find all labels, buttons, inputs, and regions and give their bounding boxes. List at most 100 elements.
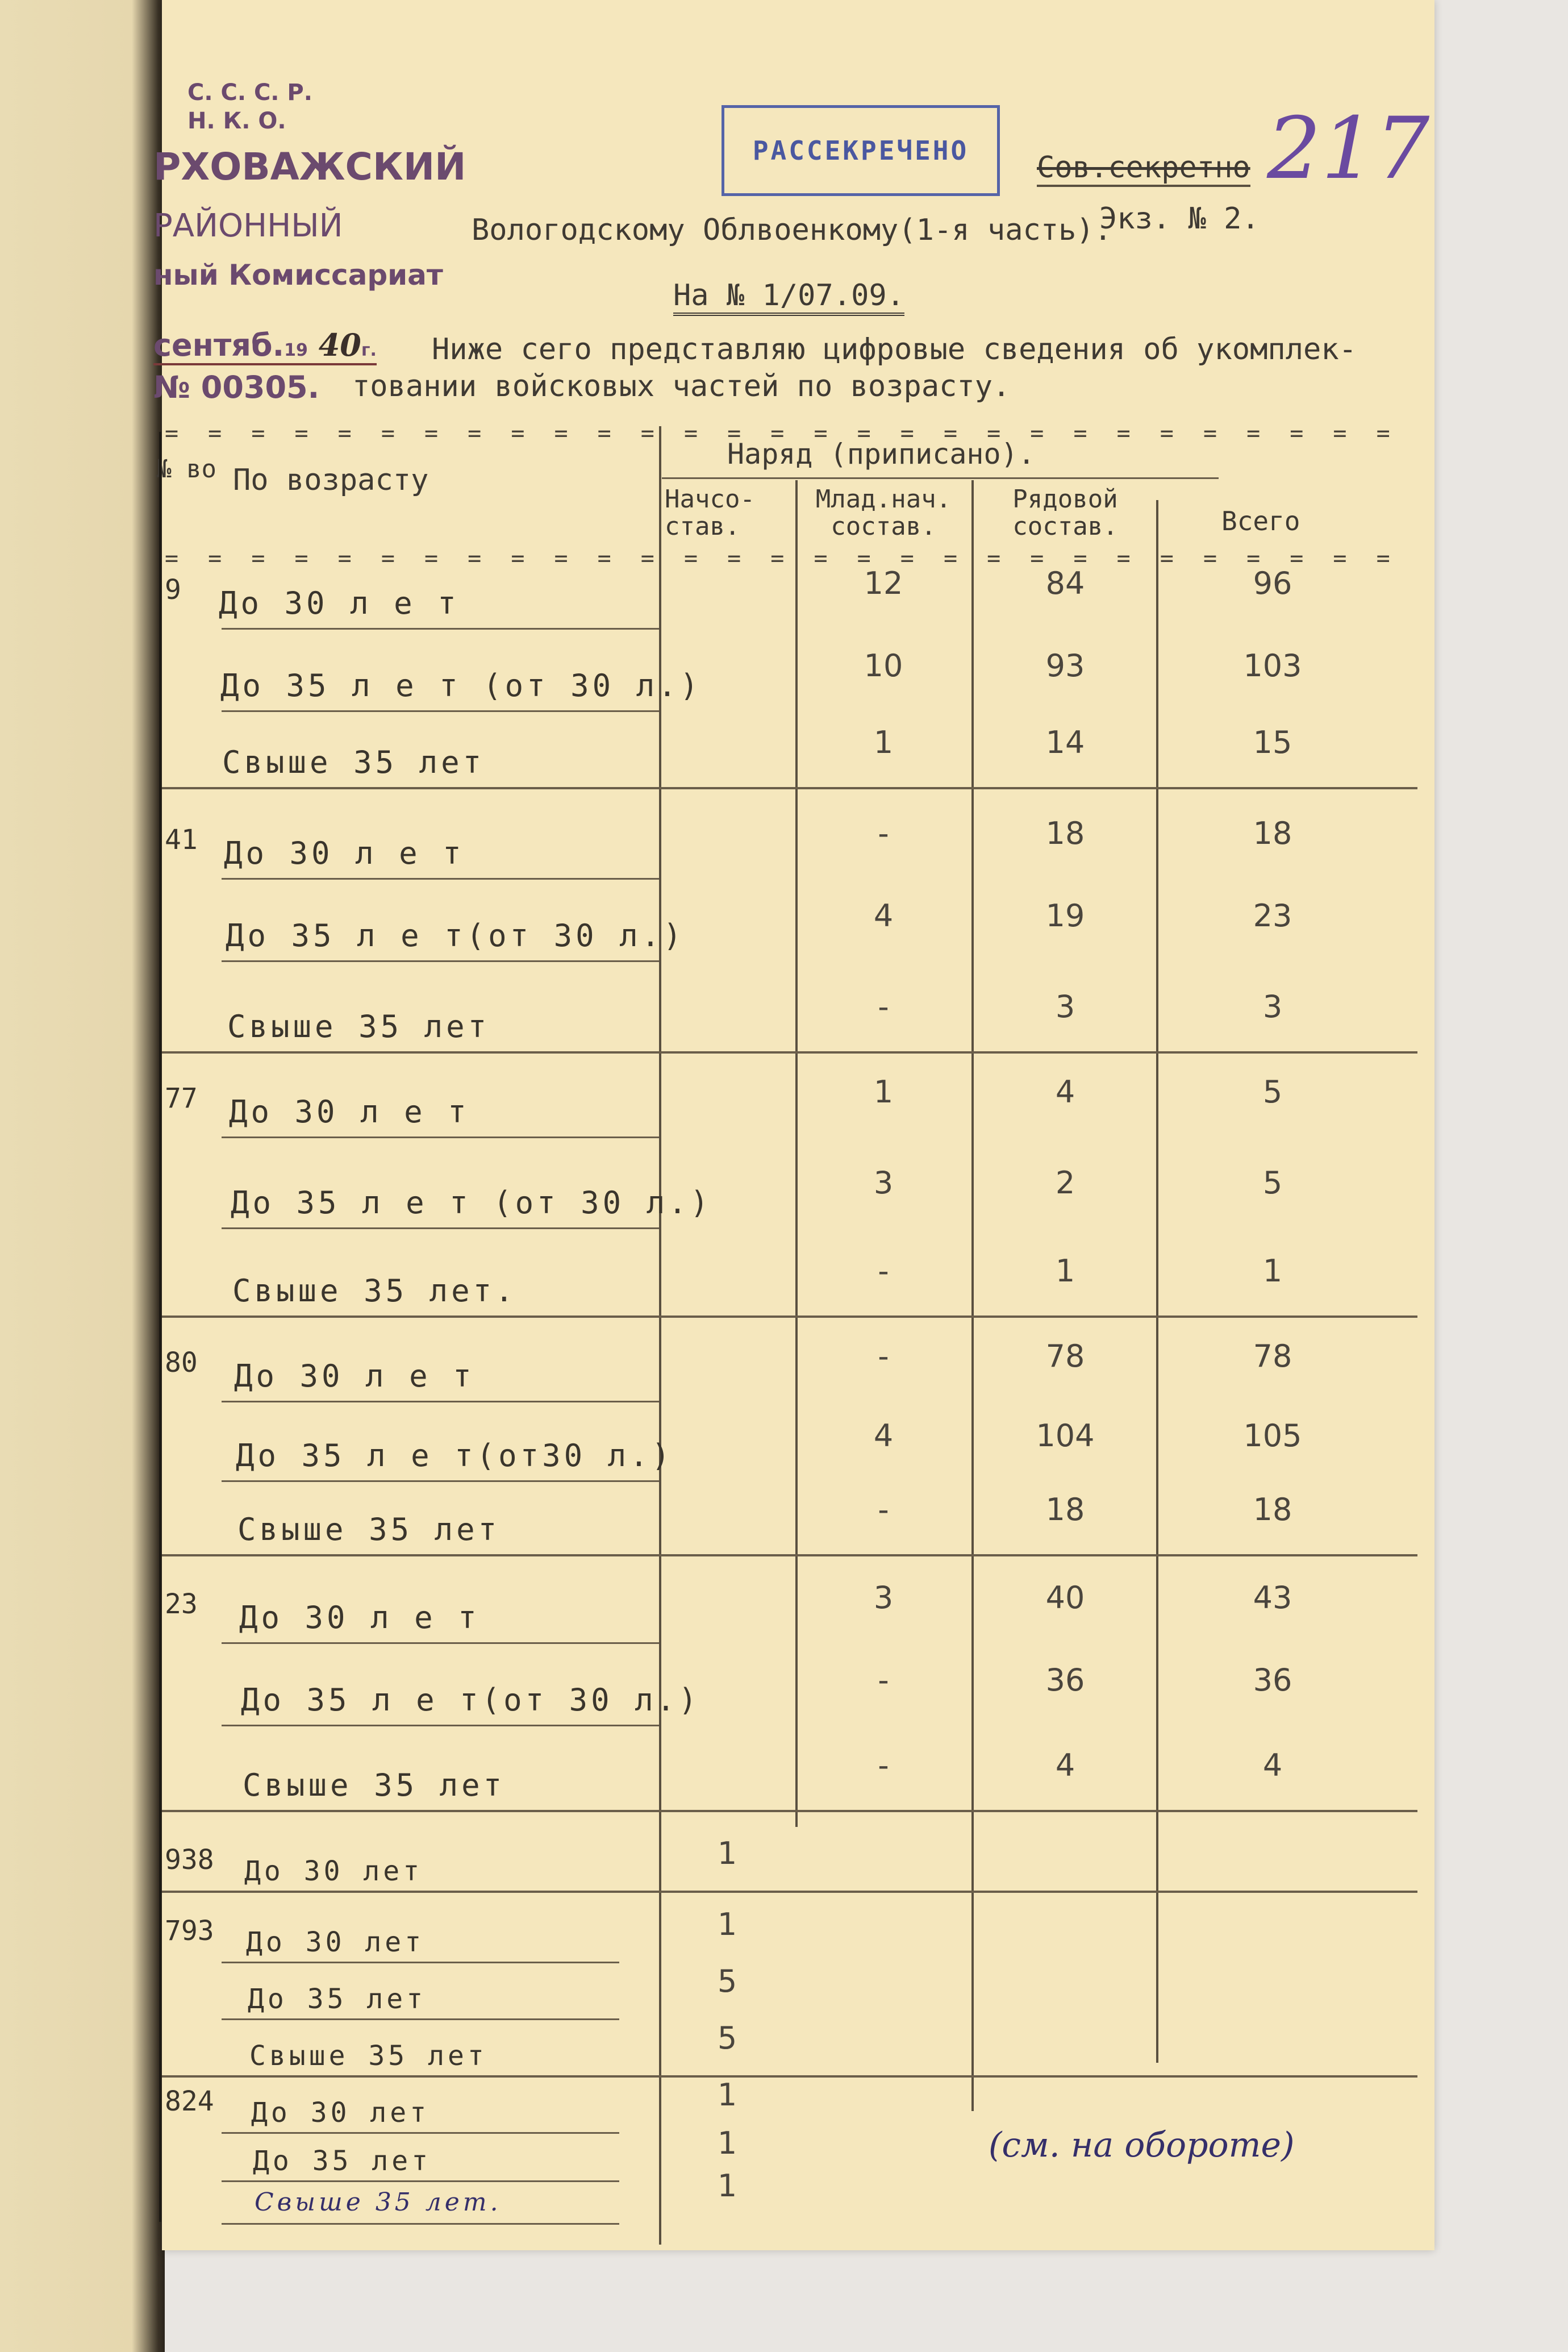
row-underline xyxy=(222,1480,659,1482)
unit-number: 938 xyxy=(165,1844,214,1876)
group-separator xyxy=(162,1810,1417,1812)
stamp-year: 40 xyxy=(318,327,361,363)
row-age-label: До 30 л е т xyxy=(239,1600,480,1635)
cell-mlad: - xyxy=(878,1338,889,1374)
cell-ryad: 18 xyxy=(1045,815,1085,851)
row-underline xyxy=(222,2018,619,2020)
cell-ryad: 4 xyxy=(1055,1074,1075,1110)
cell-total: 23 xyxy=(1253,898,1292,934)
row-age-label: Свыше 35 лет xyxy=(237,1512,501,1547)
cell-total: 43 xyxy=(1253,1580,1292,1616)
header-nach: Начсо-став. xyxy=(665,485,755,541)
reference-number: На № 1/07.09. xyxy=(673,278,904,316)
cell-mlad: 3 xyxy=(873,1165,894,1201)
row-underline xyxy=(222,1962,619,1963)
stamp-line3: РАЙОННЫЙ xyxy=(153,207,343,244)
cell-ryad: 93 xyxy=(1045,648,1085,684)
cell-nach: 1 xyxy=(717,2077,737,2113)
cell-mlad: 12 xyxy=(864,565,903,601)
addressee: Вологодскому Облвоенкому(1-я часть). xyxy=(472,213,1112,247)
row-underline xyxy=(222,2223,619,2225)
cell-mlad: 10 xyxy=(864,648,903,684)
cell-total: 1 xyxy=(1262,1253,1283,1289)
cell-ryad: 2 xyxy=(1055,1165,1075,1201)
row-age-label: Свыше 35 лет xyxy=(249,2040,487,2072)
cell-ryad: 84 xyxy=(1045,565,1085,601)
declassified-stamp: РАССЕКРЕЧЕНО xyxy=(722,105,1000,196)
cell-total: 96 xyxy=(1253,565,1292,601)
row-age-label: До 30 лет xyxy=(251,2097,430,2129)
cell-mlad: - xyxy=(878,1662,889,1698)
row-underline xyxy=(222,878,659,880)
column-divider xyxy=(971,480,974,2111)
cell-total: 103 xyxy=(1243,648,1302,684)
cell-ryad: 78 xyxy=(1045,1338,1085,1374)
row-age-label: До 30 лет xyxy=(244,1855,423,1887)
row-underline xyxy=(222,2180,619,2182)
row-underline xyxy=(222,1227,659,1229)
copy-number: Экз. № 2. xyxy=(1099,202,1260,236)
cell-mlad: - xyxy=(878,1492,889,1527)
stamp-date-month: сентяб. xyxy=(153,327,285,363)
page-edge xyxy=(159,432,161,2222)
header-mlad: Млад.нач. состав. xyxy=(815,485,952,541)
row-underline xyxy=(222,960,659,962)
unit-number: 793 xyxy=(165,1915,214,1947)
group-separator xyxy=(162,1051,1417,1054)
cell-ryad: 18 xyxy=(1045,1492,1085,1527)
row-age-label: До 30 л е т xyxy=(219,585,460,621)
cell-mlad: - xyxy=(878,1253,889,1289)
cell-ryad: 36 xyxy=(1045,1662,1085,1698)
stamp-year-suffix: г. xyxy=(361,340,377,360)
stamp-year-prefix: 19 xyxy=(284,340,308,360)
cell-mlad: 1 xyxy=(873,1074,894,1110)
cell-nach: 5 xyxy=(717,1963,737,1999)
row-age-label: До 35 л е т (от 30 л.) xyxy=(231,1185,712,1221)
cell-total: 78 xyxy=(1253,1338,1292,1374)
cell-mlad: 3 xyxy=(873,1580,894,1616)
stamp-country: С. С. С. Р. xyxy=(187,80,312,106)
cell-total: 4 xyxy=(1262,1747,1283,1783)
left-facing-page xyxy=(0,0,165,2352)
issuer-stamp: С. С. С. Р. Н. К. О. РХОВАЖСКИЙ РАЙОННЫЙ… xyxy=(153,80,466,405)
unit-number: 824 xyxy=(165,2085,214,2117)
cell-ryad: 104 xyxy=(1036,1418,1095,1454)
handwritten-note: (см. на обороте) xyxy=(989,2125,1295,2165)
cell-ryad: 1 xyxy=(1055,1253,1075,1289)
cell-nach: 1 xyxy=(717,2168,737,2204)
column-divider xyxy=(659,426,661,2245)
header-unit: № войск. ч. xyxy=(156,455,219,484)
row-underline xyxy=(222,1642,659,1644)
cell-mlad: 4 xyxy=(873,898,894,934)
archive-page-number: 217 xyxy=(1267,99,1430,198)
unit-number: 41 xyxy=(165,824,198,856)
cell-mlad: - xyxy=(878,815,889,851)
row-age-label: До 35 лет xyxy=(248,1983,427,2015)
stamp-line4: ный Комиссариат xyxy=(153,259,443,292)
cell-ryad: 4 xyxy=(1055,1747,1075,1783)
document-page xyxy=(162,0,1434,2250)
header-group: Наряд (приписано). xyxy=(727,438,1035,471)
row-underline xyxy=(222,1401,659,1402)
secrecy-mark: Сов.секретно xyxy=(1037,151,1250,187)
cell-mlad: - xyxy=(878,1747,889,1783)
row-age-label: До 30 л е т xyxy=(224,835,465,871)
column-divider xyxy=(1156,500,1158,2063)
unit-number: 80 xyxy=(165,1347,198,1379)
stamp-number: № 00305. xyxy=(153,369,320,405)
cell-total: 3 xyxy=(1262,989,1283,1025)
row-age-label: Свыше 35 лет xyxy=(227,1009,490,1044)
row-underline xyxy=(222,628,659,630)
intro-line-1: Ниже сего представляю цифровые сведения … xyxy=(432,332,1357,367)
cell-total: 5 xyxy=(1262,1074,1283,1110)
row-age-label: До 35 л е т (от 30 л.) xyxy=(220,668,702,703)
cell-total: 36 xyxy=(1253,1662,1292,1698)
row-age-label: Свыше 35 лет xyxy=(243,1767,506,1803)
row-age-label: Свыше 35 лет. xyxy=(255,2188,502,2217)
row-age-label: До 30 л е т xyxy=(234,1358,475,1394)
unit-number: 23 xyxy=(165,1588,198,1620)
stamp-org: Н. К. О. xyxy=(187,108,286,134)
cell-nach: 1 xyxy=(717,2125,737,2161)
group-separator xyxy=(162,787,1417,789)
unit-number: 9 xyxy=(165,574,181,606)
